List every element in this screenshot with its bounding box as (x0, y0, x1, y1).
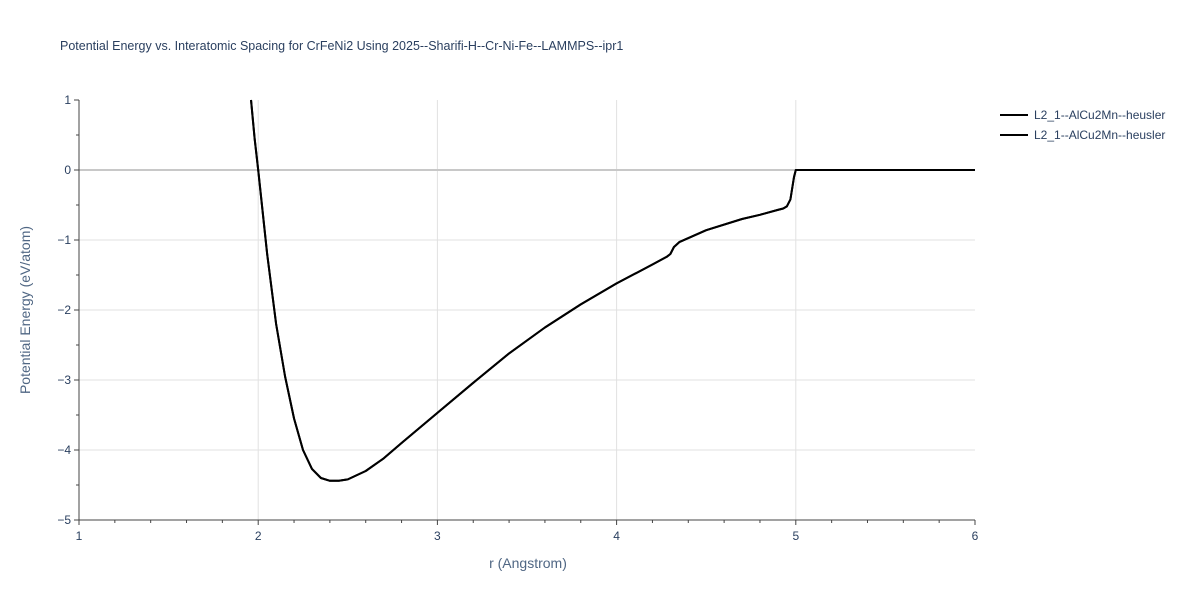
tick-labels: 1 2 3 4 5 6 1 0 −1 −2 −3 −4 −5 (57, 93, 978, 543)
legend[interactable]: L2_1--AlCu2Mn--heusler L2_1--AlCu2Mn--heu… (1000, 108, 1165, 142)
y-axis-label: Potential Energy (eV/atom) (17, 226, 33, 394)
legend-label: L2_1--AlCu2Mn--heusler (1034, 128, 1165, 142)
x-tick-label: 3 (434, 529, 441, 543)
x-tick-label: 4 (613, 529, 620, 543)
series-line-1 (250, 99, 975, 482)
legend-label: L2_1--AlCu2Mn--heusler (1034, 108, 1165, 122)
y-tick-label: −3 (57, 373, 71, 387)
y-tick-label: 1 (64, 93, 71, 107)
grid (79, 100, 975, 520)
x-tick-label: 1 (76, 529, 83, 543)
y-tick-label: 0 (64, 163, 71, 177)
legend-item-1[interactable]: L2_1--AlCu2Mn--heusler (1000, 128, 1165, 142)
x-axis-label: r (Angstrom) (489, 555, 567, 571)
chart-title: Potential Energy vs. Interatomic Spacing… (60, 39, 623, 53)
y-tick-label: −4 (57, 443, 71, 457)
y-tick-label: −1 (57, 233, 71, 247)
y-tick-label: −2 (57, 303, 71, 317)
x-tick-label: 5 (792, 529, 799, 543)
axes (74, 99, 976, 525)
y-tick-label: −5 (57, 513, 71, 527)
x-tick-label: 6 (972, 529, 979, 543)
x-tick-label: 2 (255, 529, 262, 543)
series-layer (250, 99, 975, 482)
legend-item-0[interactable]: L2_1--AlCu2Mn--heusler (1000, 108, 1165, 122)
